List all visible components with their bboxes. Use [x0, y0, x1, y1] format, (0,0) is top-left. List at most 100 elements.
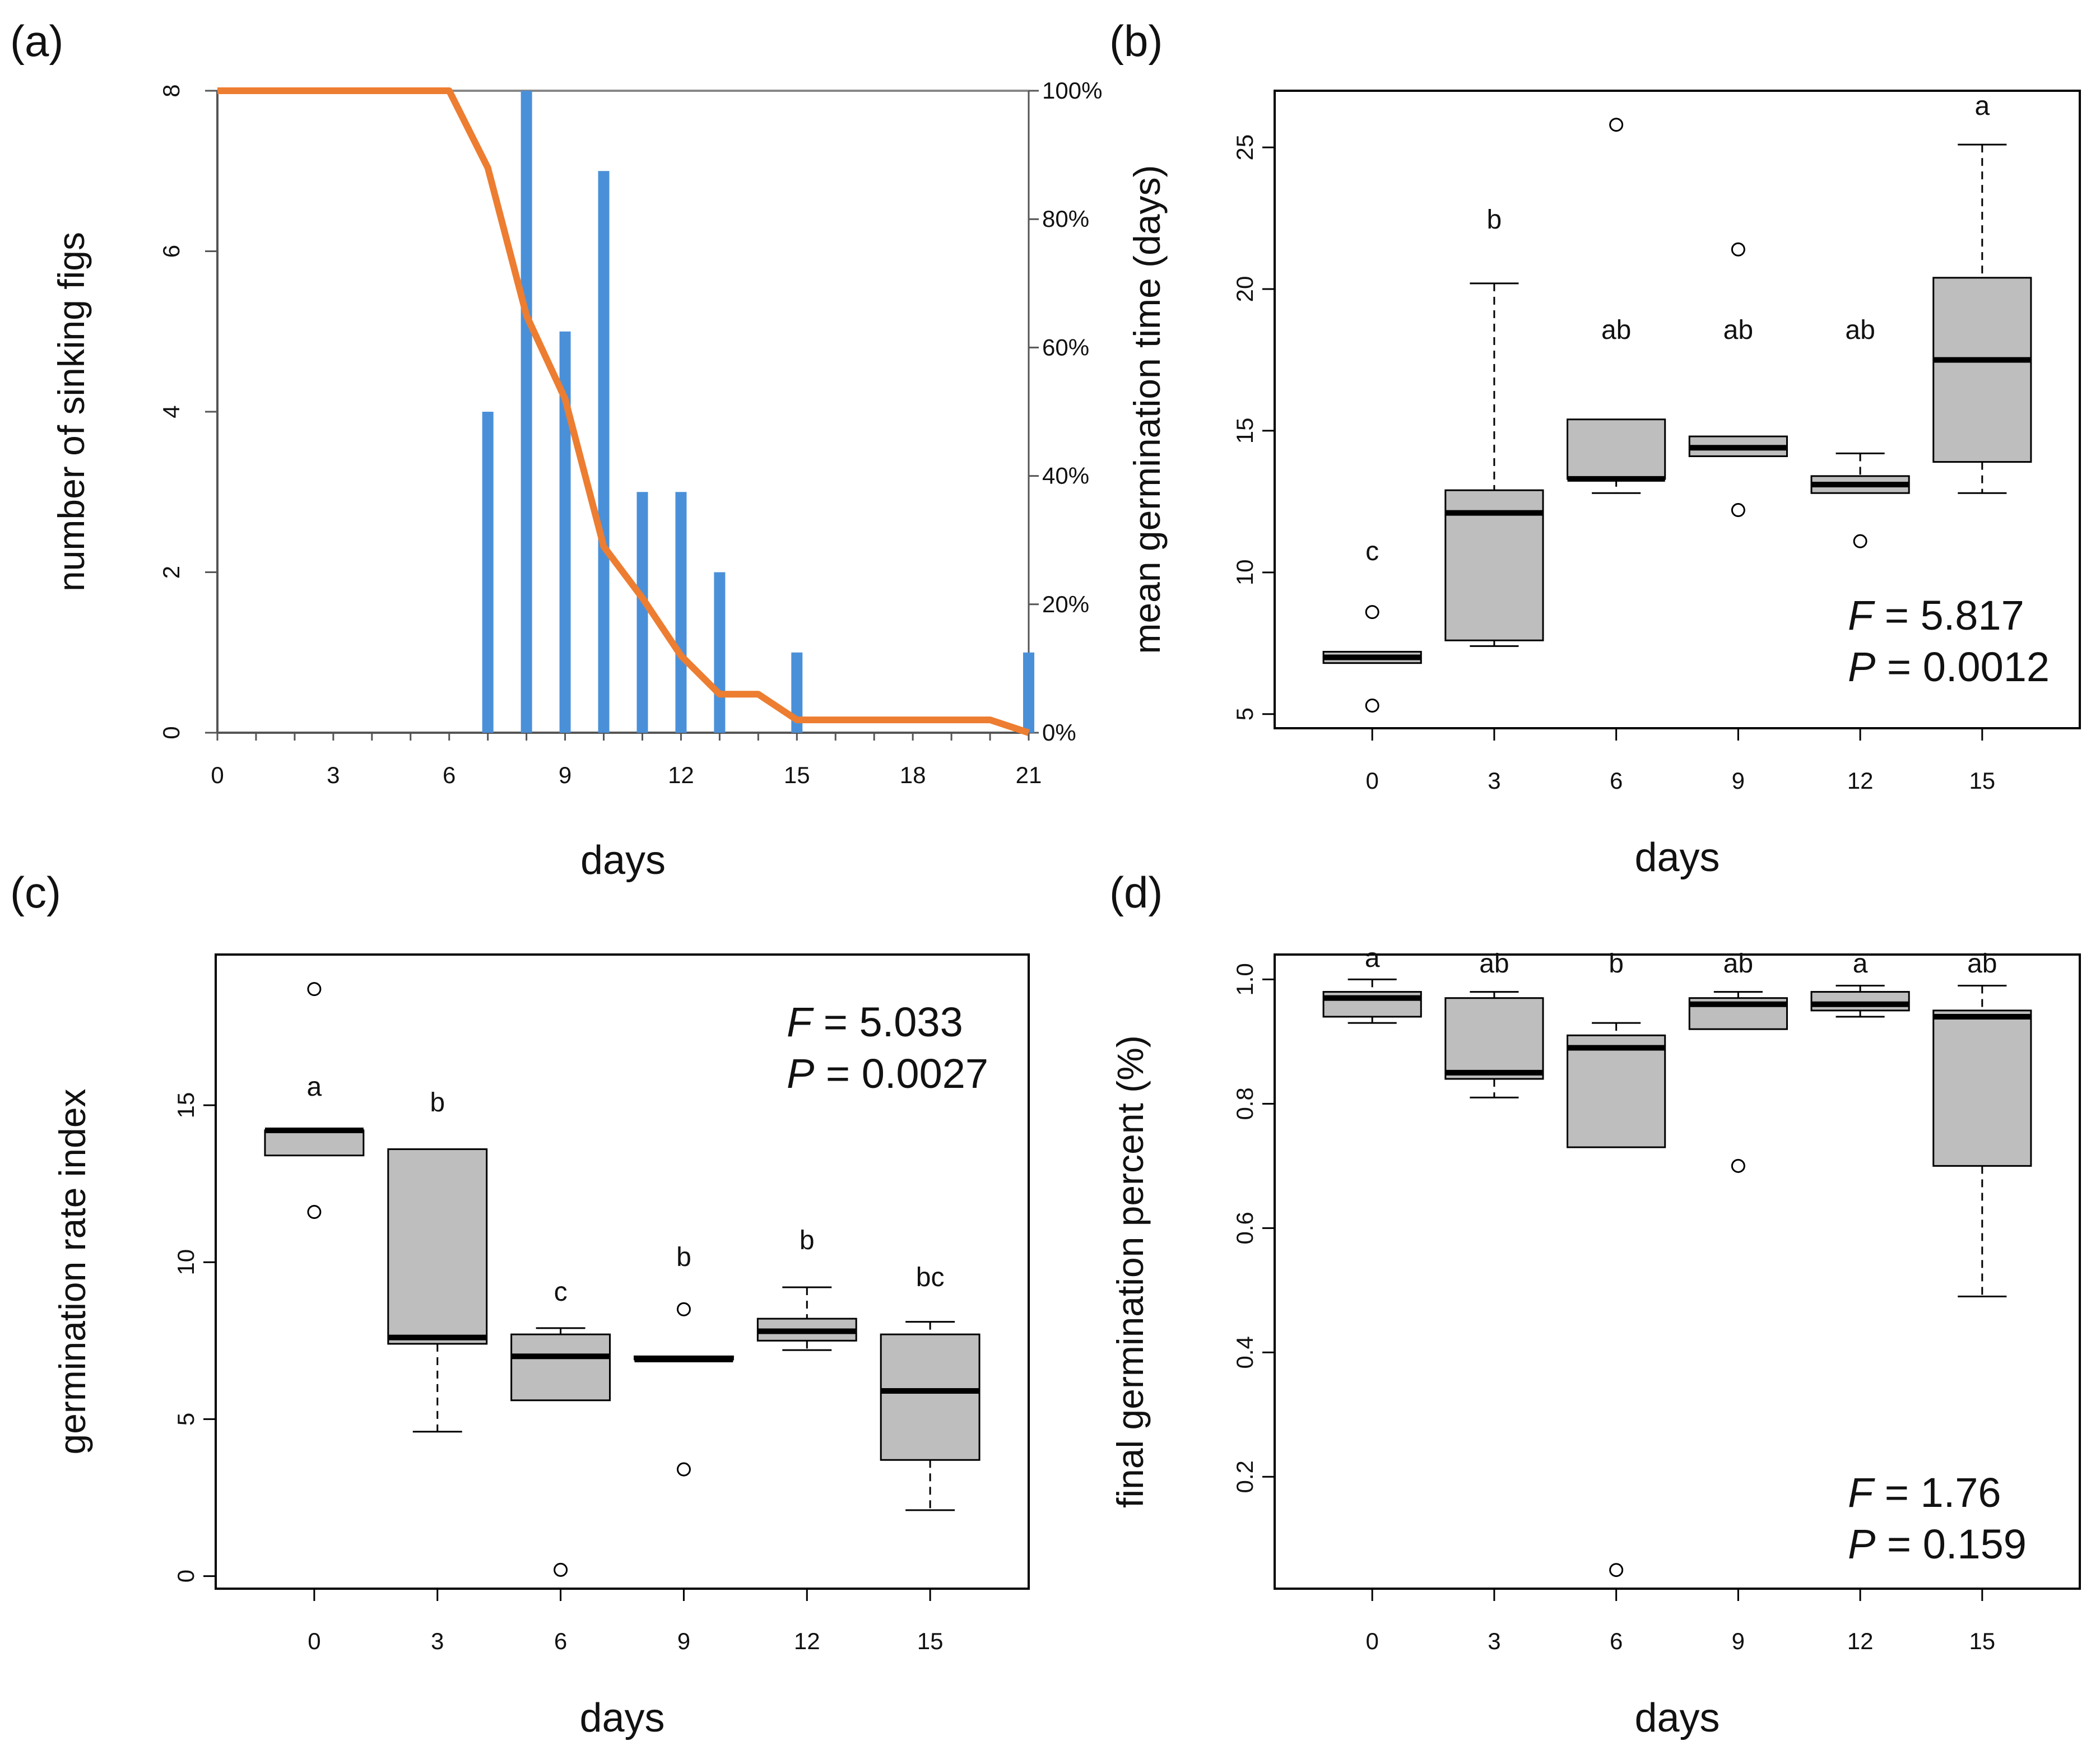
panel-d-letter: a — [1853, 949, 1868, 979]
panel-c-outlier — [554, 1562, 568, 1577]
panel-b: (b) 5 10 15 20 25 0 3 6 9 12 15 c b ab ab ab a F = 5.817 P … — [1109, 16, 2081, 880]
panel-d-stat-p: P = 0.159 — [1848, 1521, 2027, 1567]
panel-b-letter: c — [1365, 537, 1379, 566]
panel-b-outlier — [1609, 118, 1624, 132]
panel-c-y-tick-label: 5 — [173, 1413, 199, 1426]
panel-d-letter: ab — [1479, 949, 1509, 979]
panel-b-letter: ab — [1601, 315, 1631, 345]
panel-b-outlier — [1731, 242, 1745, 257]
panel-d-x-tick-label: 0 — [1366, 1628, 1379, 1654]
panel-d-y-tick-label: 0.4 — [1232, 1336, 1258, 1369]
panel-a-y-tick-label: 2 — [158, 566, 184, 579]
panel-c-letter: b — [800, 1226, 815, 1255]
panel-a-bar — [791, 652, 803, 733]
panel-c-letter: c — [554, 1277, 568, 1307]
panel-d-x-tick-label: 15 — [1969, 1628, 1995, 1654]
panel-d-frame — [1274, 953, 2081, 1590]
panel-b-outlier — [1853, 534, 1867, 548]
panel-c-box — [880, 1333, 981, 1461]
panel-b-y-tick-label: 10 — [1232, 559, 1258, 585]
panel-c-outlier — [676, 1302, 691, 1316]
panel-b-outlier — [1365, 699, 1379, 713]
panel-a-x-tick-label: 18 — [900, 762, 926, 788]
panel-d-outlier — [1609, 1563, 1624, 1577]
panel-a-y2-tick-label: 40% — [1042, 463, 1089, 489]
panel-a-y2-tick-label: 80% — [1042, 206, 1089, 232]
panel-a-y2-tick-label: 0% — [1042, 719, 1076, 746]
panel-c-box — [510, 1333, 611, 1402]
panel-b-y-tick-label: 25 — [1232, 134, 1258, 161]
panel-d-x-tick-label: 12 — [1847, 1628, 1874, 1654]
panel-c-x-tick-label: 6 — [554, 1628, 567, 1654]
panel-a-y-tick-label: 8 — [158, 84, 184, 97]
panel-d-box — [1444, 997, 1544, 1080]
panel-d-y-tick-label: 0.8 — [1232, 1087, 1258, 1120]
panel-c-x-tick-label: 12 — [794, 1628, 820, 1654]
panel-b-y-tick-label: 5 — [1232, 708, 1258, 720]
panel-a-label: (a) — [10, 16, 63, 66]
panel-c-letter: bc — [916, 1263, 945, 1292]
panel-c-box — [264, 1129, 365, 1157]
panel-a-y-tick-label: 0 — [158, 726, 184, 739]
panel-c-frame — [215, 953, 1030, 1590]
panel-c-y-tick-label: 0 — [173, 1570, 199, 1583]
panel-d-y-label: final germination percent (%) — [1109, 1035, 1151, 1508]
panel-a: (a)0 3 6 9 12 15 18 21024680%20%40%60%80%100%da… — [10, 16, 1102, 883]
panel-a-y2-tick-label: 20% — [1042, 591, 1089, 617]
panel-b-stat-p: P = 0.0012 — [1848, 644, 2050, 690]
panel-b-letter: a — [1974, 91, 1990, 121]
panel-c-x-tick-label: 15 — [917, 1628, 944, 1654]
panel-a-y2-tick-label: 60% — [1042, 334, 1089, 360]
panel-c-letter: b — [430, 1088, 445, 1118]
panel-b-letter: ab — [1723, 315, 1753, 345]
panel-a-bar — [1023, 652, 1034, 733]
panel-b-stat-f: F = 5.817 — [1848, 592, 2024, 639]
panel-d-letter: a — [1365, 943, 1380, 973]
panel-d: (d) 0.2 0.4 0.6 0.8 1.0 0 3 6 9 12 15 a ab b ab a ab F = 1… — [1109, 868, 2081, 1740]
panel-d-x-tick-label: 6 — [1610, 1628, 1623, 1654]
panel-a-x-tick-label: 15 — [784, 762, 810, 788]
panel-d-x-tick-label: 9 — [1732, 1628, 1745, 1654]
panel-d-letter: b — [1609, 949, 1624, 979]
panel-b-letter: b — [1487, 205, 1502, 235]
panel-c-outlier — [676, 1462, 691, 1477]
panel-b-outlier — [1731, 503, 1745, 518]
panel-c-label: (c) — [10, 868, 61, 917]
panel-c-stat-f: F = 5.033 — [787, 999, 963, 1045]
panel-d-y-tick-label: 1.0 — [1232, 963, 1258, 995]
panel-d-box — [1567, 1034, 1666, 1148]
panel-a-x-tick-label: 12 — [668, 762, 694, 788]
panel-c-stat-p: P = 0.0027 — [787, 1050, 988, 1097]
panel-d-y-tick-label: 0.2 — [1232, 1460, 1258, 1493]
panel-c-y-label: germination rate index — [52, 1088, 93, 1454]
panel-a-bar — [598, 171, 610, 733]
panel-a-y2-tick-label: 100% — [1042, 77, 1102, 104]
panel-b-x-label: days — [1634, 835, 1720, 880]
panel-a-percent-line — [217, 87, 1030, 736]
panel-b-x-tick-label: 12 — [1847, 767, 1874, 794]
panel-b-x-tick-label: 6 — [1610, 767, 1623, 794]
panel-c-y-tick-label: 15 — [173, 1092, 199, 1119]
panel-a-y-label: number of sinking figs — [50, 232, 92, 592]
panel-a-x-label: days — [580, 838, 666, 883]
panel-b-x-tick-label: 3 — [1488, 767, 1500, 794]
panel-c-x-label: days — [579, 1696, 665, 1740]
panel-a-x-tick-label: 3 — [327, 762, 340, 788]
panel-a-y-tick-label: 4 — [158, 405, 184, 418]
panel-a-bar — [636, 492, 648, 733]
panel-a-x-tick-label: 21 — [1016, 762, 1042, 788]
panel-d-box — [1932, 1009, 2032, 1167]
panel-b-x-tick-label: 0 — [1366, 767, 1379, 794]
panel-c-outlier — [307, 982, 322, 997]
panel-b-frame — [1274, 90, 2081, 729]
panel-b-y-tick-label: 15 — [1232, 418, 1258, 444]
panel-d-letter: ab — [1967, 949, 1997, 979]
panel-b-x-tick-label: 15 — [1969, 767, 1995, 794]
panel-b-box — [1932, 277, 2032, 463]
panel-c-y-tick-label: 10 — [173, 1249, 199, 1276]
panel-a-bar — [521, 91, 532, 733]
panel-d-y-tick-label: 0.6 — [1232, 1212, 1258, 1244]
panel-b-box — [1567, 418, 1666, 480]
